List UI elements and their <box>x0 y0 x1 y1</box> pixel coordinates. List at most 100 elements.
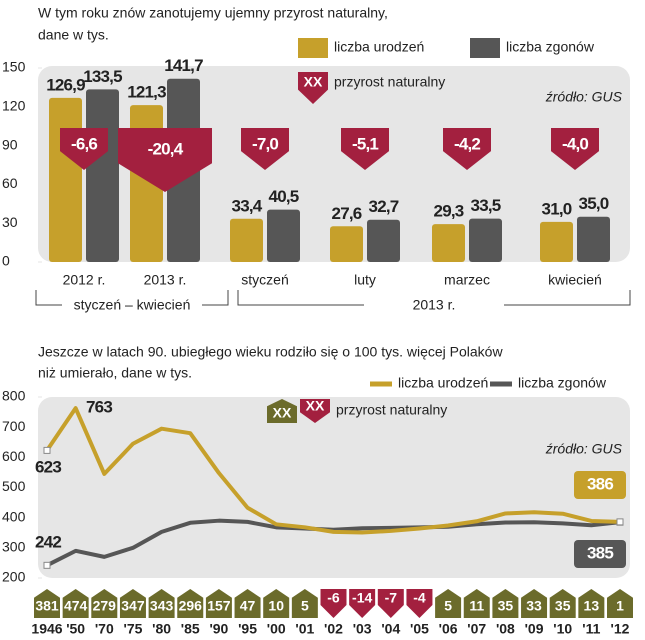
label-box <box>574 540 626 568</box>
arrow <box>119 589 146 618</box>
legend-label: przyrost naturalny <box>336 402 447 418</box>
bar <box>267 209 300 262</box>
value-label: 33,4 <box>232 196 263 215</box>
legend-swatch <box>298 38 328 58</box>
arrow <box>60 128 108 170</box>
arrow <box>118 128 212 192</box>
arrow <box>298 72 328 104</box>
x-tick-label: '90 <box>209 621 228 637</box>
bar <box>540 221 573 262</box>
value-label: 296 <box>179 598 203 614</box>
x-tick-label: styczeń <box>241 272 288 288</box>
arrow <box>267 399 297 423</box>
x-tick-label: '07 <box>467 621 486 637</box>
value-label: 31,0 <box>542 199 572 218</box>
x-tick-label: '05 <box>410 621 429 637</box>
point-marker <box>43 446 51 454</box>
value-label: 5 <box>301 598 309 614</box>
value-label: -6,6 <box>71 134 97 153</box>
x-tick-label: '85 <box>181 621 200 637</box>
bracket-gap <box>62 298 202 312</box>
arrow <box>62 589 89 618</box>
value-label: 121,3 <box>127 83 166 102</box>
value-label: 33,5 <box>471 196 501 215</box>
value-label: 381 <box>35 598 59 614</box>
x-tick-label: '00 <box>267 621 286 637</box>
arrow <box>435 589 462 618</box>
value-label: 343 <box>150 598 174 614</box>
value-label: 1 <box>616 598 624 614</box>
x-tick-label: '95 <box>238 621 257 637</box>
bar <box>86 89 119 262</box>
y-tick-label: 200 <box>2 569 26 585</box>
value-label: -20,4 <box>148 139 184 158</box>
bar <box>432 224 465 262</box>
arrow <box>234 589 261 618</box>
value-label: 763 <box>86 397 112 416</box>
y-tick-label: 60 <box>2 175 18 191</box>
y-tick-label: 120 <box>2 98 26 114</box>
arrow <box>549 589 576 618</box>
x-tick-label: '04 <box>381 621 400 637</box>
value-label: 623 <box>35 457 61 476</box>
value-label: -4,2 <box>454 134 480 153</box>
x-tick-label: '11 <box>582 621 600 637</box>
x-tick-label: '50 <box>66 621 85 637</box>
legend-label: liczba urodzeń <box>398 375 488 391</box>
value-label: -7 <box>385 590 398 606</box>
bar <box>49 97 82 262</box>
x-tick-label: '12 <box>611 621 630 637</box>
value-label: 347 <box>121 598 145 614</box>
value-label: 35 <box>555 598 571 614</box>
arrow <box>148 589 175 618</box>
x-tick-label: '08 <box>496 621 515 637</box>
arrow <box>349 589 376 618</box>
y-tick-label: 30 <box>2 214 18 230</box>
y-tick-label: 90 <box>2 136 18 152</box>
source: źródło: GUS <box>545 89 623 105</box>
arrow <box>205 589 232 618</box>
chart-title: Jeszcze w latach 90. ubiegłego wieku rod… <box>38 344 503 360</box>
legend-marker: XX <box>306 398 325 414</box>
value-label: 10 <box>268 598 284 614</box>
value-label: 33 <box>526 598 542 614</box>
group-label: 2013 r. <box>413 297 456 313</box>
x-tick-label: '80 <box>152 621 171 637</box>
plot-background <box>38 397 630 578</box>
y-tick-label: 700 <box>2 418 26 434</box>
bar <box>230 218 263 262</box>
arrow <box>551 128 599 170</box>
chart-title: niż umierało, dane w tys. <box>38 365 192 381</box>
arrow <box>241 128 289 170</box>
arrow <box>300 399 330 423</box>
point-marker <box>616 518 624 526</box>
arrow <box>463 589 490 618</box>
x-tick-label: '10 <box>553 621 572 637</box>
arrow <box>521 589 548 618</box>
value-label: 27,6 <box>332 204 362 223</box>
x-tick-label: luty <box>354 272 376 288</box>
arrow <box>320 589 347 618</box>
legend-label: liczba zgonów <box>518 375 607 391</box>
x-tick-label: kwiecień <box>548 272 602 288</box>
arrow <box>578 589 605 618</box>
value-label: 386 <box>587 474 613 493</box>
value-label: 141,7 <box>164 56 203 75</box>
bar <box>330 226 363 262</box>
bracket-gap <box>364 298 504 312</box>
arrow <box>263 589 290 618</box>
y-tick-label: 500 <box>2 478 26 494</box>
legend-marker: XX <box>304 74 323 90</box>
legend-swatch <box>470 38 500 58</box>
group-label: styczeń – kwiecień <box>74 297 191 313</box>
value-label: 279 <box>93 598 117 614</box>
arrow <box>406 589 433 618</box>
value-label: -6 <box>327 590 340 606</box>
arrow <box>443 128 491 170</box>
legend-label: przyrost naturalny <box>334 74 445 90</box>
legend-marker: XX <box>273 405 292 421</box>
label-box <box>574 471 626 499</box>
x-tick-label: '03 <box>353 621 372 637</box>
value-label: -5,1 <box>352 134 378 153</box>
x-tick-label: 2013 r. <box>144 272 187 288</box>
